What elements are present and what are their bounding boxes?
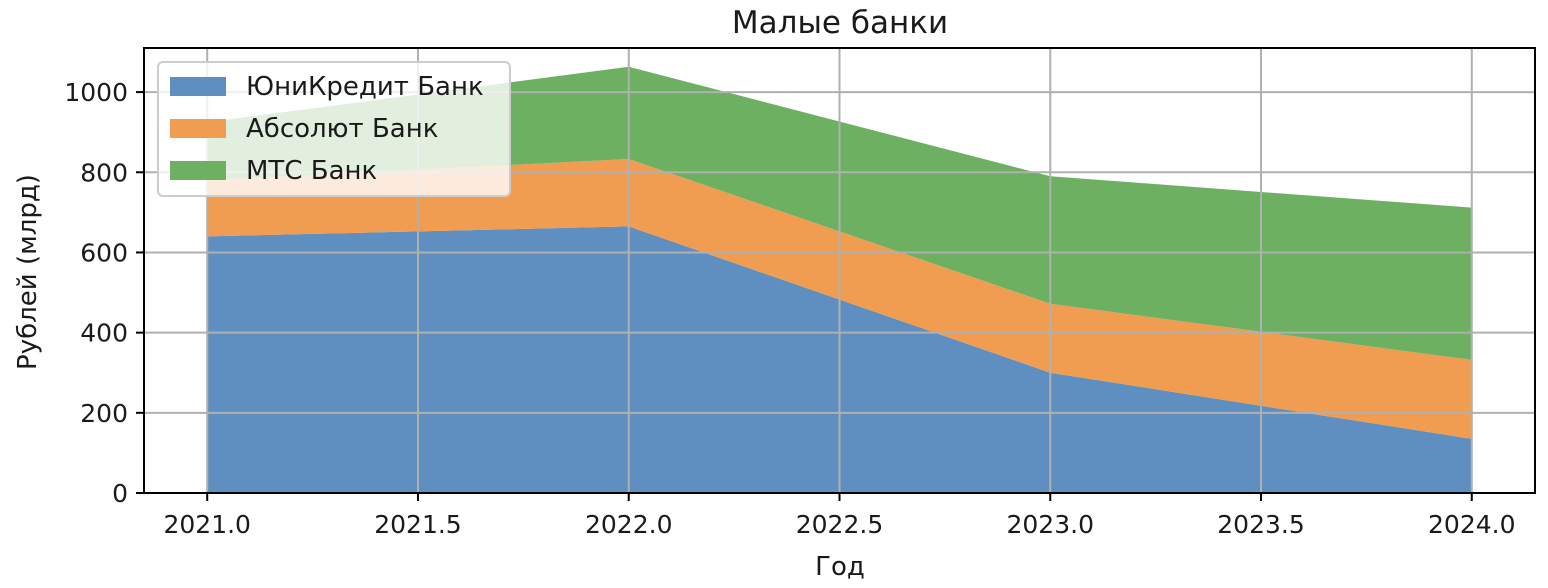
x-tick-label-4: 2023.0 <box>1007 510 1094 539</box>
legend-swatch-1 <box>170 119 226 138</box>
legend-label-0: ЮниКредит Банк <box>246 72 484 102</box>
legend-label-1: Абсолют Банк <box>246 114 438 144</box>
x-tick-label-2: 2022.0 <box>585 510 672 539</box>
legend-swatch-2 <box>170 161 226 180</box>
legend: ЮниКредит Банк Абсолют Банк МТС Банк <box>157 61 511 197</box>
y-tick-label-0: 0 <box>112 479 128 508</box>
y-tick-label-1: 200 <box>80 399 128 428</box>
x-axis-label: Год <box>815 552 865 582</box>
y-tick-label-4: 800 <box>80 158 128 187</box>
x-tick-label-1: 2021.5 <box>374 510 461 539</box>
y-tick-label-5: 1000 <box>64 78 128 107</box>
x-tick-label-6: 2024.0 <box>1428 510 1515 539</box>
x-tick-label-5: 2023.5 <box>1217 510 1304 539</box>
y-tick-label-3: 600 <box>80 238 128 267</box>
y-tick-label-2: 400 <box>80 319 128 348</box>
x-axis-ticks: 2021.0 2021.5 2022.0 2022.5 2023.0 2023.5 2024… <box>163 493 1516 539</box>
legend-swatch-0 <box>170 77 226 96</box>
x-tick-label-0: 2021.0 <box>163 510 250 539</box>
legend-label-2: МТС Банк <box>246 156 377 186</box>
chart-title: Малые банки <box>732 5 948 41</box>
legend-box <box>157 61 511 197</box>
y-axis-ticks: 0 200 400 600 800 1000 <box>64 78 144 508</box>
x-tick-label-3: 2022.5 <box>796 510 883 539</box>
y-axis-label: Рублей (млрд) <box>13 174 43 370</box>
